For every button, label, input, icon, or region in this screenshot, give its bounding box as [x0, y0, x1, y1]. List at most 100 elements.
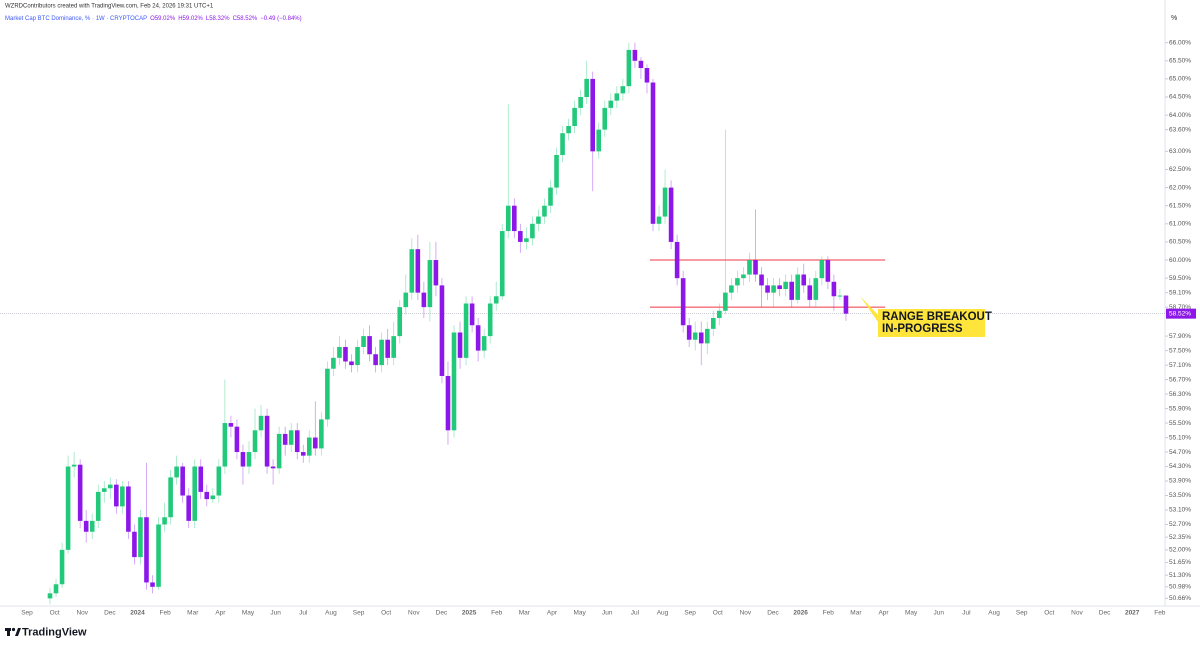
y-tick-label: 59.50% [1169, 275, 1191, 282]
candle-body [47, 593, 53, 599]
candle-body [379, 339, 384, 366]
candle-body [723, 292, 728, 311]
candle-body [210, 495, 216, 500]
candle-body [735, 278, 740, 286]
candle-body [783, 281, 788, 290]
candle-body [530, 223, 535, 239]
x-tick-label: Apr [547, 610, 558, 617]
x-tick-label: Dec [436, 610, 448, 617]
candle-body [819, 260, 825, 279]
y-tick-label: 51.30% [1169, 572, 1191, 579]
y-tick-label: 57.50% [1169, 347, 1191, 354]
x-tick-label: Mar [519, 610, 531, 617]
x-tick-label: Sep [353, 610, 365, 617]
candle-body [59, 549, 65, 585]
candle-body [306, 437, 312, 456]
logo-part [11, 627, 16, 632]
y-tick-label: 61.50% [1169, 202, 1191, 209]
legend-high: H59.02% [178, 16, 203, 22]
candle-body [747, 260, 752, 275]
candle-body [138, 517, 143, 558]
candle-body [560, 133, 565, 155]
x-tick-label: Jun [934, 610, 945, 617]
candle-body [469, 303, 475, 326]
last-price-label: 58.52% [1169, 310, 1191, 317]
candle-body [554, 154, 559, 188]
candle-body [638, 60, 644, 69]
x-tick-label: Jun [270, 610, 281, 617]
candle-body [192, 466, 198, 521]
candle-body [294, 430, 300, 453]
candle-body [252, 430, 258, 453]
y-tick-label: 54.70% [1169, 449, 1191, 456]
x-tick-label: Aug [657, 610, 669, 617]
y-tick-label: 57.90% [1169, 333, 1191, 340]
y-tick-label: 55.50% [1169, 420, 1191, 427]
x-tick-label: 2025 [462, 610, 477, 617]
legend-title: Market Cap BTC Dominance, % · 1W · CRYPT… [5, 16, 147, 22]
candle-body [512, 205, 517, 232]
x-tick-label: Nov [1071, 610, 1083, 617]
candle-body [144, 517, 149, 583]
candle-body [572, 107, 577, 126]
candle-body [536, 216, 541, 224]
candle-body [668, 187, 674, 242]
candle-body [101, 488, 107, 492]
y-tick-label: 53.90% [1169, 478, 1191, 485]
candle-body [331, 357, 336, 369]
candle-body [584, 78, 589, 98]
candle-body [120, 486, 125, 507]
x-tick-label: Oct [381, 610, 391, 617]
x-tick-label: Feb [823, 610, 835, 617]
candle-body [276, 433, 282, 469]
candle-body [234, 426, 240, 453]
candle-body [83, 520, 89, 532]
annotation-text: IN-PROGRESS [882, 323, 963, 335]
candle-body [216, 466, 222, 496]
candle-body [711, 318, 716, 329]
candle-body [433, 260, 439, 286]
candle-body [288, 430, 294, 445]
candle-body [319, 419, 324, 449]
x-tick-label: Nov [408, 610, 420, 617]
candle-body [409, 249, 415, 293]
x-tick-label: Aug [325, 610, 337, 617]
x-tick-label: May [573, 610, 586, 617]
x-tick-label: Dec [767, 610, 779, 617]
candle-body [542, 205, 547, 217]
candle-body [385, 339, 390, 358]
brand-logo [5, 627, 21, 636]
candle-body [325, 368, 330, 420]
candle-body [270, 466, 276, 469]
candle-body [445, 375, 451, 431]
candle-body [53, 584, 59, 594]
candle-body [337, 346, 342, 358]
candle-body [674, 241, 680, 279]
candle-body [427, 260, 433, 308]
candle-body [403, 292, 409, 308]
candle-body [518, 231, 523, 242]
candle-body [596, 129, 602, 152]
candle-body [765, 285, 770, 293]
candle-body [620, 86, 626, 94]
candle-body [367, 336, 372, 355]
y-tick-label: 60.00% [1169, 257, 1191, 264]
candle-body [204, 491, 210, 500]
candle-body [717, 310, 722, 318]
candle-body [759, 274, 764, 286]
candle-body [566, 126, 571, 134]
candle-body [457, 332, 463, 358]
y-tick-label: 52.00% [1169, 547, 1191, 554]
candle-body [614, 93, 620, 101]
y-tick-label: 52.35% [1169, 534, 1191, 541]
x-tick-label: Apr [878, 610, 889, 617]
legend-close: C58.52% [233, 16, 258, 22]
candle-body [162, 517, 167, 525]
candle-body [704, 328, 710, 344]
candle-body [65, 466, 71, 550]
candle-body [698, 332, 704, 344]
candle-body [481, 336, 487, 351]
x-tick-label: Apr [215, 610, 226, 617]
candle-body [451, 332, 457, 431]
